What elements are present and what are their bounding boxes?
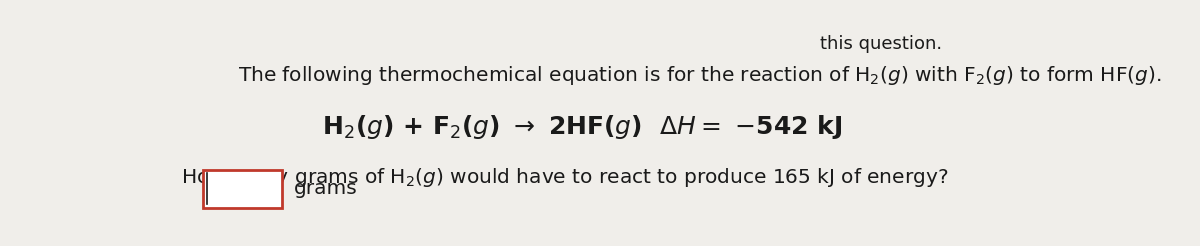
Text: this question.: this question.: [820, 35, 942, 53]
Text: grams: grams: [294, 179, 358, 198]
Text: The following thermochemical equation is for the reaction of H$_2$($g$) with F$_: The following thermochemical equation is…: [239, 64, 1162, 87]
FancyBboxPatch shape: [203, 170, 282, 208]
Text: H$_2$($g$) + F$_2$($g$) $\rightarrow$ 2HF($g$)  $\Delta H =$ $-$542 kJ: H$_2$($g$) + F$_2$($g$) $\rightarrow$ 2H…: [322, 113, 842, 141]
Text: How many grams of H$_2$($g$) would have to react to produce 165 kJ of energy?: How many grams of H$_2$($g$) would have …: [181, 166, 948, 189]
